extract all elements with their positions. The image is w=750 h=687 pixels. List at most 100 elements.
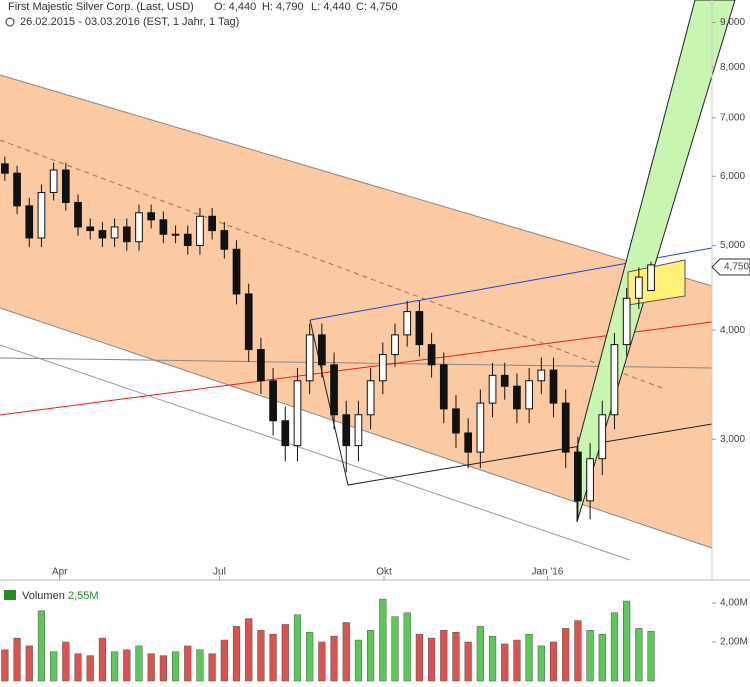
subtitle: 26.02.2015 - 03.03.2016 (EST, 1 Jahr, 1 … — [20, 16, 239, 28]
candle-body — [342, 414, 351, 447]
candle-body — [464, 432, 473, 453]
candle-body — [354, 414, 363, 447]
volume-bar — [367, 630, 375, 682]
volume-value: 2,55M — [68, 590, 99, 602]
volume-bar — [86, 655, 94, 682]
volume-bar — [1, 649, 9, 682]
volume-bar — [135, 645, 143, 682]
candle-body — [378, 354, 387, 382]
volume-title: Volumen — [22, 590, 65, 602]
candle-body — [159, 219, 168, 235]
volume-bar — [525, 633, 533, 682]
candle-body — [13, 172, 21, 207]
volume-bar — [330, 635, 338, 682]
volume-bar — [184, 645, 192, 682]
candle-body — [598, 414, 607, 460]
horizontal-line — [0, 357, 713, 369]
volume-tick-label: 4,00M — [720, 598, 748, 609]
volume-bar — [306, 632, 314, 682]
volume-bar — [391, 616, 399, 682]
candle-body — [634, 276, 643, 299]
x-tick-label: Jul — [213, 567, 226, 578]
volume-bar — [586, 630, 594, 682]
candle-body — [171, 233, 180, 236]
volume-icon — [4, 590, 16, 600]
volume-bar — [74, 653, 82, 682]
candle-body — [647, 264, 655, 292]
volume-bar — [464, 641, 472, 682]
volume-bar — [159, 655, 167, 682]
y-tick-label: 9,000 — [720, 17, 745, 28]
volume-bar — [513, 639, 521, 682]
volume-bar — [50, 651, 58, 682]
ohlc: O: 4,440 — [214, 1, 256, 13]
volume-bar — [318, 641, 326, 682]
candle-body — [220, 230, 229, 250]
volume-bar — [220, 639, 228, 682]
volume-bar — [647, 631, 655, 682]
candle-body — [513, 385, 521, 410]
chart-title: First Majestic Silver Corp. (Last, USD) — [8, 1, 194, 13]
volume-bar — [98, 637, 107, 682]
candle-body — [244, 293, 253, 351]
red-trend — [0, 321, 713, 416]
candle-body — [427, 344, 436, 366]
drawings — [0, 0, 736, 561]
ohlc: L: 4,440 — [311, 1, 351, 13]
candle-body — [208, 215, 216, 232]
volume-bar — [623, 600, 631, 682]
volume-bar — [501, 643, 509, 682]
volume-bar — [635, 628, 643, 682]
volume-bar — [147, 653, 155, 682]
volume-bar — [13, 637, 21, 682]
y-tick-label: 5,000 — [720, 240, 745, 251]
volume-bar — [208, 653, 216, 682]
candle-body — [439, 364, 448, 410]
volume-bar — [440, 630, 448, 682]
candle-body — [1, 163, 9, 174]
candle-body — [293, 380, 302, 447]
volume-bar — [111, 651, 119, 682]
candle-body — [488, 374, 497, 404]
volume-bar — [379, 598, 387, 682]
volume-bar — [62, 641, 70, 682]
candle-body — [281, 420, 290, 447]
candle-body — [110, 226, 119, 239]
candle-body — [305, 334, 314, 382]
candle-body — [61, 169, 70, 203]
candle-body — [196, 215, 204, 246]
candle-body — [135, 212, 143, 243]
volume-bar — [281, 624, 289, 682]
volume-bar — [123, 649, 131, 682]
y-tick-label: 4,000 — [720, 325, 745, 336]
candle-body — [500, 374, 509, 387]
candle-body — [403, 311, 412, 336]
volume-tick-label: 2,00M — [720, 637, 748, 648]
candle-body — [49, 169, 58, 193]
x-tick-label: Apr — [52, 567, 68, 578]
y-tick-label: 7,000 — [720, 112, 745, 123]
volume-bar — [574, 620, 582, 682]
candle-body — [537, 369, 546, 382]
candle-body — [586, 458, 594, 502]
volume-bar — [476, 626, 484, 682]
candle-body — [25, 205, 34, 239]
last-price: 4,750 — [724, 262, 749, 273]
candle-body — [122, 226, 131, 243]
y-tick-label: 8,000 — [720, 62, 745, 73]
volume-bar — [427, 637, 436, 682]
candle-body — [86, 226, 95, 232]
candle-body — [318, 334, 326, 366]
candle-body — [98, 230, 107, 239]
volume-bar — [549, 641, 558, 682]
candle-body — [330, 364, 338, 416]
channel-top — [0, 74, 713, 287]
volume-bar — [232, 626, 241, 682]
volume-bar — [342, 622, 350, 682]
x-tick-label: Jan '16 — [531, 567, 563, 578]
candle-body — [366, 380, 375, 416]
volume-bar — [196, 649, 204, 682]
volume-bar — [610, 612, 619, 682]
volume-bar — [562, 628, 570, 682]
